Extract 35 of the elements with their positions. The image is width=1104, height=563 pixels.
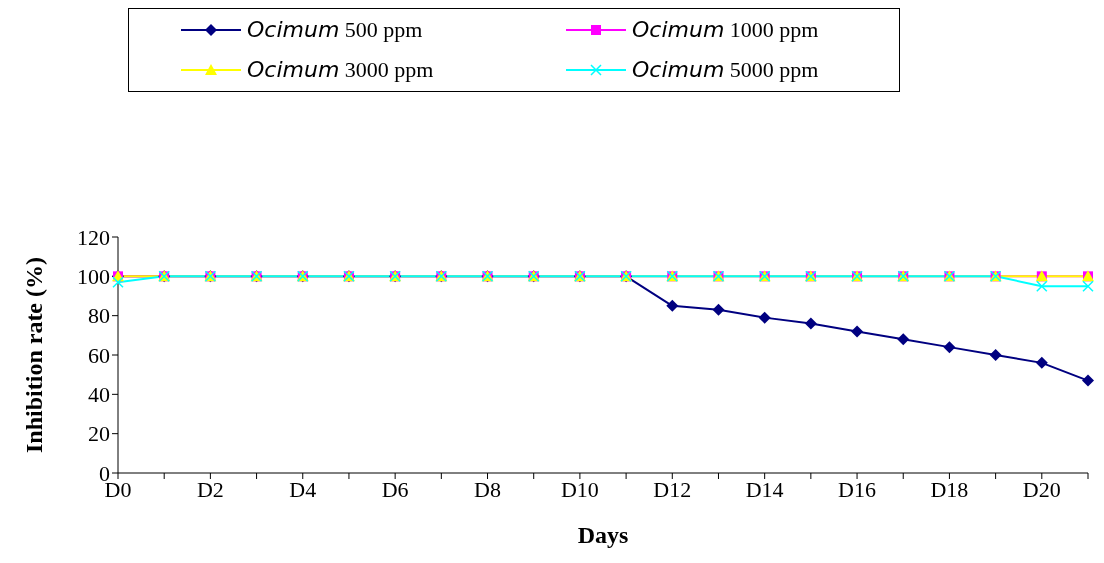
- legend-label: Ocimum 5000 ppm: [632, 57, 819, 83]
- y-tick-label: 80: [88, 303, 110, 329]
- x-tick-label: D18: [930, 476, 969, 502]
- x-tick-label: D2: [196, 476, 224, 502]
- legend-label: Ocimum 1000 ppm: [632, 17, 819, 43]
- point: [851, 325, 864, 338]
- point: [1082, 374, 1094, 387]
- y-tick-label: 120: [77, 224, 110, 250]
- x-tick-label: D8: [474, 476, 501, 502]
- point: [804, 317, 817, 330]
- x-axis-title: Days: [577, 522, 629, 548]
- x-tick-label: D12: [653, 476, 692, 502]
- point: [666, 299, 679, 312]
- point: [1036, 280, 1048, 292]
- y-tick-label: 40: [88, 382, 110, 408]
- x-tick-label: D10: [560, 476, 599, 502]
- x-tick-label: D14: [745, 476, 784, 502]
- x-tick-label: D16: [838, 476, 876, 502]
- x-tick-label: D4: [289, 476, 317, 502]
- y-tick-label: 20: [88, 421, 110, 447]
- y-axis-title: Inhibition rate (%): [20, 256, 47, 454]
- point: [112, 276, 124, 288]
- point: [897, 333, 910, 346]
- x-tick-label: D20: [1022, 476, 1061, 502]
- point: [1082, 280, 1094, 292]
- point: [989, 349, 1002, 361]
- y-tick-label: 100: [77, 264, 110, 290]
- x-tick-label: D6: [381, 476, 409, 502]
- point: [712, 303, 725, 316]
- legend-label: Ocimum 3000 ppm: [247, 57, 434, 83]
- point: [1035, 356, 1048, 369]
- point: [943, 341, 956, 354]
- legend-label: Ocimum 500 ppm: [247, 17, 423, 43]
- point: [758, 311, 771, 324]
- y-tick-label: 60: [88, 342, 110, 368]
